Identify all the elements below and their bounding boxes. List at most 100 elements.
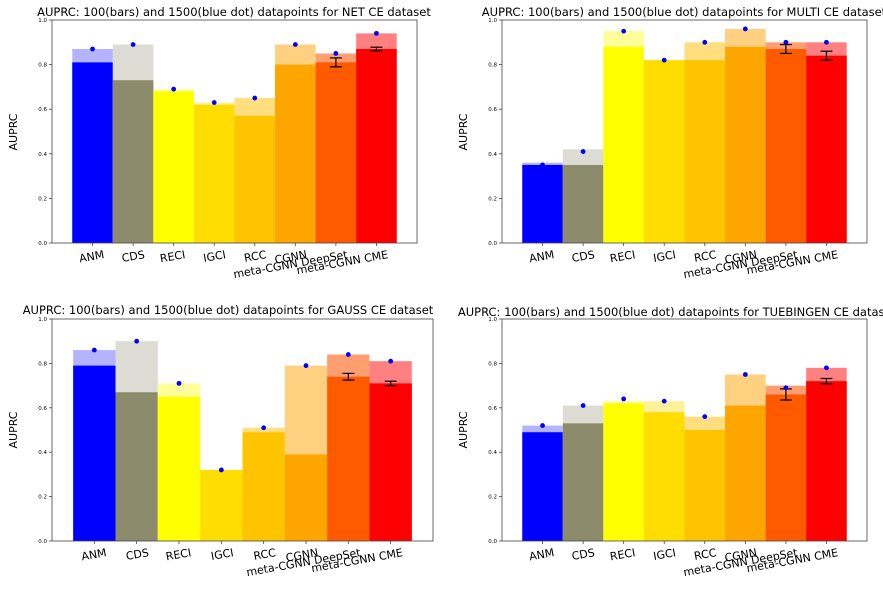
dot-1500-gauss-6: [345, 352, 351, 357]
x-tick-label-gauss-3: IGCI: [210, 546, 235, 563]
x-tick-label-gauss-4: RCC: [253, 546, 278, 563]
bar-100-tuebingen-4: [684, 430, 726, 541]
bar-100-multi-4: [684, 60, 726, 243]
y-tick-label-tuebingen-4: 0.8: [488, 361, 497, 367]
y-tick-label-gauss-4: 0.8: [38, 361, 47, 367]
y-tick-label-multi-5: 1.0: [488, 18, 497, 24]
dot-1500-gauss-7: [388, 358, 394, 364]
y-tick-label-tuebingen-2: 0.4: [488, 450, 497, 456]
x-tick-label-tuebingen-0: ANM: [528, 546, 555, 563]
y-tick-label-tuebingen-3: 0.6: [488, 406, 497, 412]
dot-1500-net-3: [211, 100, 217, 105]
bar-100-tuebingen-7: [806, 381, 847, 541]
bar-100-net-3: [193, 104, 235, 244]
axes-frame-tuebingen: [501, 318, 868, 542]
x-tick-label-multi-0: ANM: [528, 248, 555, 265]
dot-1500-tuebingen-4: [702, 414, 708, 420]
x-tick-label-gauss-0: ANM: [80, 546, 107, 563]
y-axis-label-multi: AUPRC: [457, 113, 470, 150]
x-tick-label-net-5: CGNN: [274, 248, 308, 266]
dot-1500-multi-6: [783, 39, 789, 45]
x-tick-label-net-0: ANM: [78, 248, 105, 265]
bar-100-tuebingen-2: [603, 403, 644, 541]
dot-1500-tuebingen-6: [783, 385, 789, 391]
y-tick-label-net-1: 0.2: [38, 196, 47, 202]
dot-1500-tuebingen-0: [540, 423, 545, 428]
dot-1500-gauss-0: [91, 347, 97, 353]
dot-1500-net-7: [374, 30, 379, 36]
bar-100-gauss-5: [284, 454, 328, 541]
y-tick-label-tuebingen-0: 0.0: [488, 539, 497, 545]
dot-1500-tuebingen-1: [580, 403, 586, 408]
chart-panel-gauss: AUPRC: 100(bars) and 1500(blue dot) data…: [7, 303, 434, 579]
dot-1500-net-4: [252, 95, 258, 101]
x-tick-label-multi-3: IGCI: [652, 248, 677, 265]
y-tick-label-net-2: 0.4: [38, 152, 47, 158]
dot-1500-tuebingen-5: [742, 372, 748, 377]
x-tick-label-multi-1: CDS: [571, 248, 596, 265]
bar-100-gauss-4: [242, 432, 285, 541]
dot-1500-net-6: [333, 51, 339, 56]
y-tick-label-net-5: 1.0: [38, 18, 47, 24]
y-axis-label-gauss: AUPRC: [7, 411, 20, 448]
dot-1500-multi-0: [540, 162, 545, 168]
axes-frame-net: [51, 19, 418, 244]
axes-frame-multi: [501, 19, 868, 244]
bar-100-multi-5: [725, 46, 766, 244]
dot-1500-multi-5: [742, 26, 748, 32]
bar-100-gauss-1: [115, 392, 158, 541]
chart-panel-tuebingen: AUPRC: 100(bars) and 1500(blue dot) data…: [457, 305, 883, 579]
dot-1500-multi-4: [702, 39, 708, 45]
x-tick-label-tuebingen-1: CDS: [571, 546, 596, 563]
y-tick-label-multi-0: 0.0: [488, 241, 497, 247]
x-tick-label-net-2: RECI: [159, 248, 186, 265]
bar-100-gauss-7: [369, 383, 412, 541]
x-tick-label-net-4: RCC: [243, 248, 268, 265]
bar-100-multi-7: [806, 55, 847, 244]
y-axis-label-net: AUPRC: [7, 113, 20, 150]
dot-1500-multi-3: [661, 57, 667, 63]
dot-1500-net-5: [292, 42, 298, 47]
bar-100-multi-0: [522, 164, 563, 243]
dot-1500-net-1: [130, 42, 136, 47]
bar-100-gauss-3: [200, 469, 243, 541]
y-tick-label-gauss-5: 1.0: [38, 317, 47, 323]
x-tick-label-tuebingen-4: RCC: [693, 546, 718, 563]
x-tick-label-multi-2: RECI: [609, 248, 636, 265]
y-tick-label-multi-2: 0.4: [488, 152, 497, 158]
bar-100-gauss-0: [73, 365, 116, 541]
bar-100-net-5: [275, 64, 316, 243]
x-tick-label-gauss-2: RECI: [165, 546, 192, 563]
bar-100-tuebingen-3: [643, 412, 685, 541]
dot-1500-tuebingen-7: [824, 365, 829, 371]
x-tick-label-multi-5: CGNN: [724, 248, 758, 266]
x-tick-label-multi-4: RCC: [693, 248, 718, 265]
y-tick-label-net-3: 0.6: [38, 107, 47, 113]
x-tick-label-tuebingen-5: CGNN: [724, 546, 758, 564]
bar-100-multi-6: [765, 48, 807, 243]
y-tick-label-net-4: 0.8: [38, 63, 47, 69]
chart-title-multi: AUPRC: 100(bars) and 1500(blue dot) data…: [482, 5, 883, 19]
bar-100-gauss-2: [157, 396, 201, 541]
bar-100-tuebingen-1: [562, 423, 604, 541]
dot-1500-multi-2: [621, 28, 627, 34]
dot-1500-gauss-5: [303, 363, 309, 369]
bar-100-multi-1: [562, 164, 604, 243]
chart-title-net: AUPRC: 100(bars) and 1500(blue dot) data…: [37, 5, 431, 19]
chart-title-gauss: AUPRC: 100(bars) and 1500(blue dot) data…: [23, 303, 434, 317]
y-tick-label-gauss-3: 0.6: [38, 406, 47, 412]
y-tick-label-multi-1: 0.2: [488, 196, 497, 202]
bar-100-tuebingen-5: [725, 405, 766, 541]
x-tick-label-gauss-1: CDS: [125, 546, 150, 563]
x-tick-label-tuebingen-3: IGCI: [652, 546, 677, 563]
y-tick-label-multi-4: 0.8: [488, 63, 497, 69]
bar-100-net-6: [315, 62, 357, 244]
y-tick-label-gauss-1: 0.2: [38, 495, 47, 501]
bar-100-tuebingen-6: [765, 394, 807, 541]
bar-100-gauss-6: [327, 376, 370, 541]
dot-1500-tuebingen-2: [621, 396, 627, 402]
x-tick-label-gauss-5: CGNN: [285, 546, 319, 564]
